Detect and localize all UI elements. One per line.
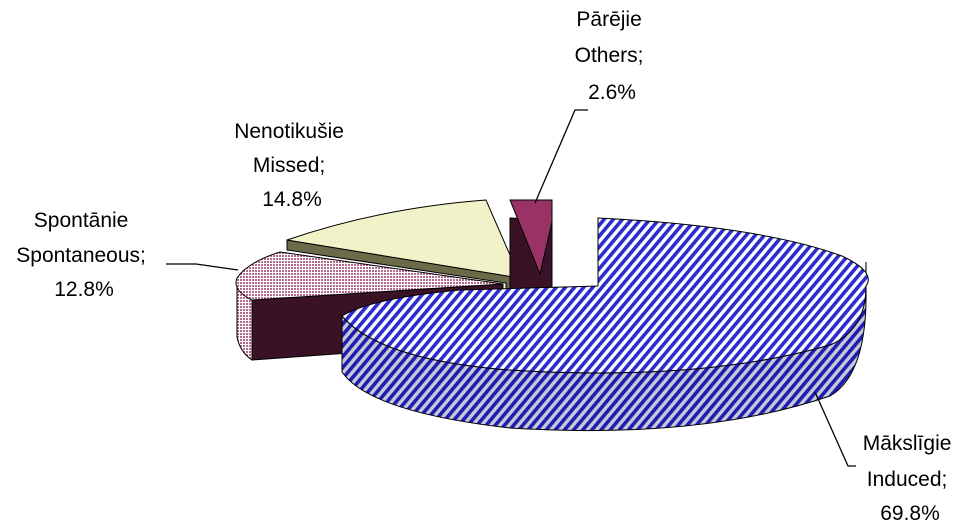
pie-slice-induced bbox=[341, 217, 869, 374]
leader-line-others bbox=[534, 109, 588, 204]
pie-slice-missed bbox=[286, 199, 521, 279]
leader-line-induced bbox=[814, 391, 856, 467]
label-induced: Mākslīgie Induced; 69.8% bbox=[863, 432, 958, 524]
label-others: Pārējie Others; 2.6% bbox=[575, 8, 650, 104]
pie-body bbox=[235, 199, 869, 432]
label-spontaneous: Spontānie Spontaneous; 12.8% bbox=[16, 209, 151, 301]
data-labels: Pārējie Others; 2.6% Nenotikušie Missed;… bbox=[16, 8, 958, 524]
pie-slice-others bbox=[509, 199, 553, 276]
label-missed: Nenotikušie Missed; 14.8% bbox=[234, 120, 350, 211]
leader-lines bbox=[166, 109, 856, 467]
pie-slice-spontaneous bbox=[235, 251, 504, 301]
leader-line-spontaneous bbox=[166, 263, 239, 271]
